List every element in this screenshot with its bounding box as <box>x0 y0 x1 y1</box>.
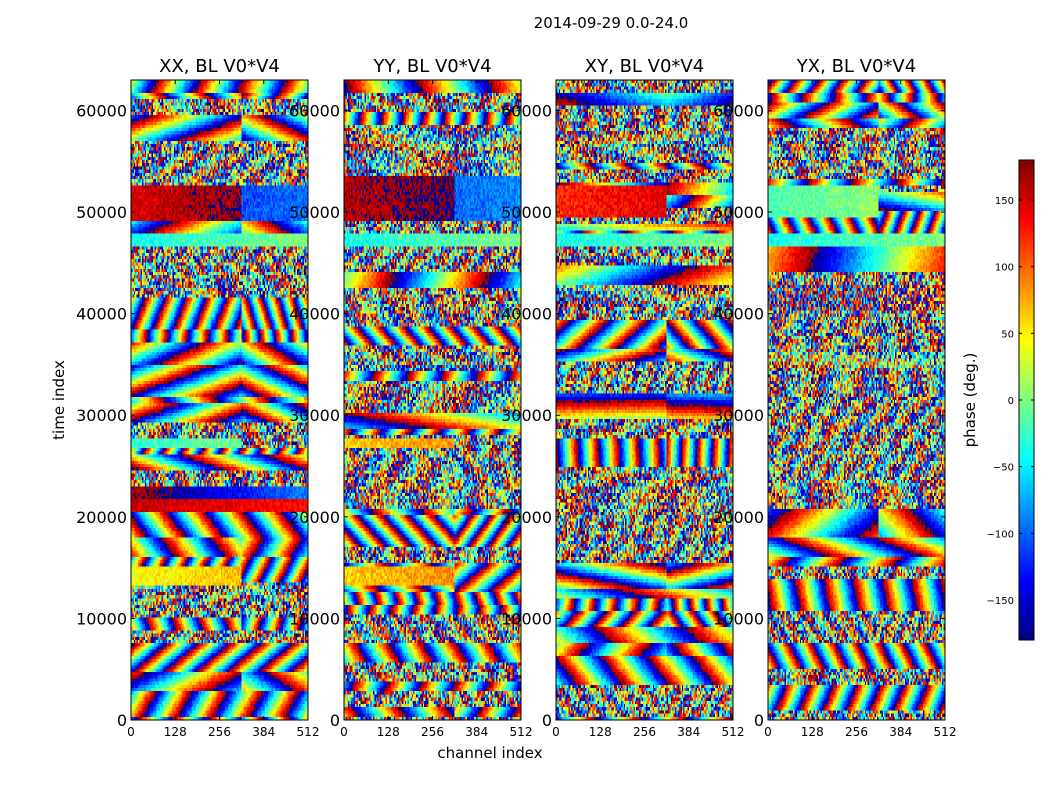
x-tick-label: 128 <box>377 725 400 739</box>
y-tick-label: 30000 <box>501 406 552 425</box>
x-tick-label: 128 <box>589 725 612 739</box>
y-tick-label: 0 <box>754 711 764 730</box>
panel-yy: YY, BL V0*V4 0 128 256 384 512 0 10000 20000 3000… <box>289 56 532 739</box>
x-tick-label: 0 <box>127 725 135 739</box>
y-tick-label: 0 <box>117 711 127 730</box>
panel-yx: YX, BL V0*V4 0 128 256 384 512 0 10000 20000 3000… <box>713 56 956 739</box>
x-tick-label: 384 <box>889 725 912 739</box>
y-tick-label: 30000 <box>76 406 127 425</box>
y-tick-label: 50000 <box>76 203 127 222</box>
y-tick-label: 40000 <box>501 305 552 324</box>
x-tick-label: 384 <box>677 725 700 739</box>
y-tick-label: 20000 <box>76 508 127 527</box>
y-tick-label: 30000 <box>713 406 764 425</box>
x-tick-label: 256 <box>845 725 868 739</box>
x-tick-label: 256 <box>208 725 231 739</box>
y-tick-label: 60000 <box>289 101 340 120</box>
figure-title: 2014-09-29 0.0-24.0 <box>534 14 689 32</box>
heatmap-image-xx <box>131 80 308 720</box>
panel-xy: XY, BL V0*V4 0 128 256 384 512 0 10000 20000 3000… <box>501 56 744 739</box>
y-tick-label: 0 <box>542 711 552 730</box>
y-tick-label: 10000 <box>289 609 340 628</box>
heatmap-image-xy <box>556 80 733 720</box>
x-tick-label: 384 <box>252 725 275 739</box>
y-tick-label: 10000 <box>713 609 764 628</box>
y-tick-label: 0 <box>330 711 340 730</box>
x-tick-label: 0 <box>764 725 772 739</box>
y-tick-label: 10000 <box>76 609 127 628</box>
colorbar-tick-label: 100 <box>995 263 1014 274</box>
x-tick-label: 512 <box>722 725 745 739</box>
y-tick-label: 60000 <box>713 101 764 120</box>
panel-title: YX, BL V0*V4 <box>796 56 916 77</box>
colorbar-tick-label: 150 <box>995 196 1014 207</box>
y-tick-label: 40000 <box>713 305 764 324</box>
panel-xx: XX, BL V0*V4 0 128 256 384 512 0 10000 20000 3000… <box>76 56 319 739</box>
y-tick-label: 50000 <box>289 203 340 222</box>
x-tick-label: 384 <box>465 725 488 739</box>
colorbar-label: phase (deg.) <box>961 353 979 448</box>
x-tick-label: 128 <box>164 725 187 739</box>
colorbar-tick-label: −50 <box>993 463 1014 474</box>
y-tick-label: 50000 <box>713 203 764 222</box>
x-tick-label: 256 <box>633 725 656 739</box>
colorbar-tick-label: −150 <box>987 596 1014 607</box>
x-tick-label: 128 <box>801 725 824 739</box>
panel-title: XY, BL V0*V4 <box>585 56 704 77</box>
x-tick-label: 256 <box>421 725 444 739</box>
heatmap-panels: XX, BL V0*V4 0 128 256 384 512 0 10000 20000 3000… <box>76 56 956 739</box>
y-tick-label: 40000 <box>289 305 340 324</box>
y-tick-label: 50000 <box>501 203 552 222</box>
panel-title: XX, BL V0*V4 <box>159 56 280 77</box>
colorbar-tick-label: −100 <box>987 529 1014 540</box>
panel-title: YY, BL V0*V4 <box>372 56 491 77</box>
y-tick-label: 30000 <box>289 406 340 425</box>
y-tick-label: 20000 <box>289 508 340 527</box>
y-tick-label: 10000 <box>501 609 552 628</box>
y-tick-label: 20000 <box>501 508 552 527</box>
colorbar: 150 100 50 0 −50 −100 −150 <box>987 159 1035 641</box>
y-tick-label: 60000 <box>501 101 552 120</box>
x-tick-label: 512 <box>934 725 957 739</box>
x-tick-label: 512 <box>510 725 533 739</box>
y-tick-label: 60000 <box>76 101 127 120</box>
colorbar-tick-label: 0 <box>1008 396 1014 407</box>
x-tick-label: 0 <box>552 725 560 739</box>
x-tick-label: 0 <box>340 725 348 739</box>
x-tick-label: 512 <box>297 725 320 739</box>
y-axis-label: time index <box>50 360 68 440</box>
y-tick-label: 40000 <box>76 305 127 324</box>
colorbar-tick-label: 50 <box>1001 329 1014 340</box>
heatmap-image-yy <box>344 80 521 720</box>
x-axis-label: channel index <box>437 744 542 762</box>
heatmap-image-yx <box>768 80 945 720</box>
y-tick-label: 20000 <box>713 508 764 527</box>
